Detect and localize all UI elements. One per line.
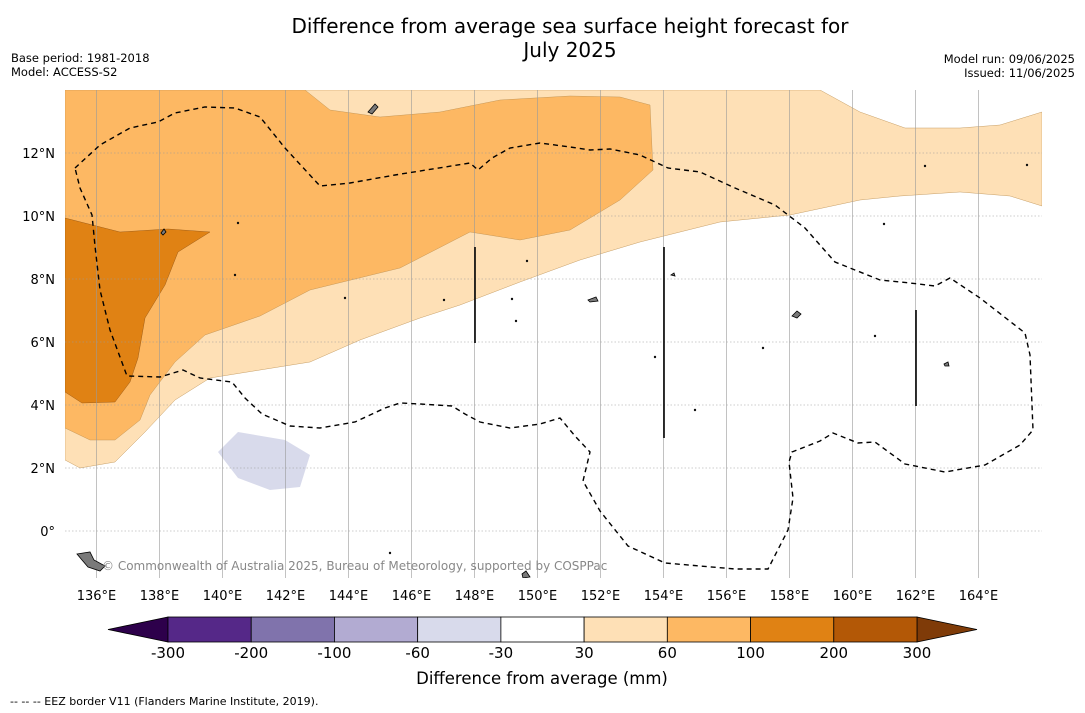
lon-label: 142°E xyxy=(266,589,306,604)
colorbar-tick-label: 60 xyxy=(658,644,677,662)
anomaly-region-60-100 xyxy=(65,90,654,441)
chart-title: Difference from average sea surface heig… xyxy=(270,14,870,62)
islands xyxy=(76,103,1029,578)
eez-border-north xyxy=(74,106,1034,570)
colorbar-under-arrow xyxy=(107,616,169,643)
colorbar-swatch xyxy=(500,616,585,643)
colorbar-over-arrow xyxy=(916,616,978,643)
lon-label: 162°E xyxy=(896,589,936,604)
lon-label: 164°E xyxy=(959,589,999,604)
model-name: Model: ACCESS-S2 xyxy=(11,65,118,79)
lon-label: 160°E xyxy=(833,589,873,604)
meridian-markers xyxy=(474,247,917,438)
title-line-2: July 2025 xyxy=(523,38,617,62)
colorbar: -300 -200 -100 -60 -30 30 60 100 200 300 xyxy=(107,616,978,662)
colorbar-swatch xyxy=(833,616,918,643)
lat-label: 10°N xyxy=(22,210,55,225)
latitude-labels: 12°N 10°N 8°N 6°N 4°N 2°N 0° xyxy=(22,147,55,540)
island xyxy=(367,103,379,115)
colorbar-swatch xyxy=(167,616,252,643)
lat-label: 0° xyxy=(40,525,55,540)
colorbar-swatch xyxy=(583,616,668,643)
lon-label: 156°E xyxy=(707,589,747,604)
island xyxy=(521,570,531,578)
island xyxy=(587,296,599,303)
island xyxy=(791,310,802,319)
colorbar-tick-label: -100 xyxy=(317,644,351,662)
colorbar-swatch xyxy=(750,616,835,643)
colorbar-tick-label: 300 xyxy=(903,644,932,662)
colorbar-tick-label: -200 xyxy=(234,644,268,662)
lon-label: 158°E xyxy=(770,589,810,604)
colorbar-swatch xyxy=(334,616,419,643)
lon-label: 140°E xyxy=(203,589,243,604)
lat-label: 6°N xyxy=(31,336,56,351)
lon-label: 148°E xyxy=(455,589,495,604)
island xyxy=(160,228,167,236)
title-line-1: Difference from average sea surface heig… xyxy=(291,14,849,38)
lat-label: 12°N xyxy=(22,147,55,162)
lon-label: 152°E xyxy=(581,589,621,604)
lat-label: 8°N xyxy=(31,273,56,288)
colorbar-swatch xyxy=(250,616,335,643)
island xyxy=(76,551,106,572)
colorbar-swatch xyxy=(417,616,502,643)
colorbar-tick-label: -300 xyxy=(151,644,185,662)
lat-label: 2°N xyxy=(31,462,56,477)
island xyxy=(943,361,950,367)
lon-label: 136°E xyxy=(77,589,117,604)
lon-label: 154°E xyxy=(644,589,684,604)
lon-label: 138°E xyxy=(140,589,180,604)
anomaly-region-neg-30-60 xyxy=(218,432,310,490)
base-period: Base period: 1981-2018 xyxy=(11,51,150,65)
issued-date: Issued: 11/06/2025 xyxy=(964,66,1075,80)
colorbar-tick-label: 200 xyxy=(819,644,848,662)
lon-label: 150°E xyxy=(518,589,558,604)
colorbar-tick-label: -60 xyxy=(405,644,430,662)
lat-label: 4°N xyxy=(31,399,56,414)
model-run: Model run: 09/06/2025 xyxy=(943,52,1075,66)
colorbar-tick-label: 30 xyxy=(575,644,594,662)
eez-footnote: -- -- -- EEZ border V11 (Flanders Marine… xyxy=(10,695,319,708)
copyright-text: © Commonwealth of Australia 2025, Bureau… xyxy=(102,559,607,573)
colorbar-swatch xyxy=(666,616,751,643)
anomaly-region-100-200 xyxy=(65,217,211,404)
island xyxy=(670,272,676,277)
map-area: © Commonwealth of Australia 2025, Bureau… xyxy=(65,90,1042,578)
metadata-right: Model run: 09/06/2025 Issued: 11/06/2025 xyxy=(944,52,1075,80)
colorbar-tick-label: -30 xyxy=(489,644,514,662)
colorbar-tick-label: 100 xyxy=(736,644,765,662)
colorbar-label: Difference from average (mm) xyxy=(416,669,668,688)
metadata-left: Base period: 1981-2018 Model: ACCESS-S2 xyxy=(11,51,150,79)
longitude-labels: 136°E 138°E 140°E 142°E 144°E 146°E 148°E 150°E… xyxy=(77,589,999,604)
lon-label: 144°E xyxy=(329,589,369,604)
lon-label: 146°E xyxy=(392,589,432,604)
